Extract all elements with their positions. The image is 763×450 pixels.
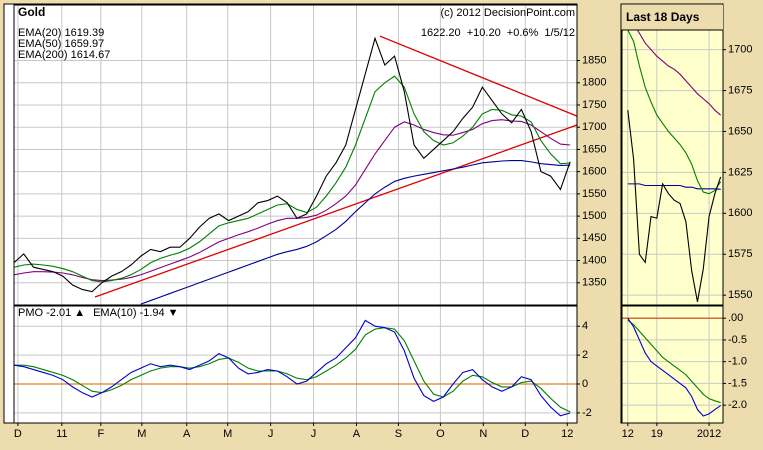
panel-border — [13, 4, 578, 306]
x-tick-label: 12 — [622, 428, 634, 440]
x-tick-label: 12 — [561, 428, 573, 440]
series-line — [14, 36, 571, 293]
x-tick-label: A — [183, 428, 191, 440]
legend-arrow: ▲ — [74, 307, 85, 319]
side-title: Last 18 Days — [626, 10, 700, 24]
chart-title: Gold — [18, 5, 45, 19]
y-tick-label: 1800 — [582, 77, 606, 89]
y-tick-label: 1550 — [728, 289, 752, 301]
y-tick-label: .00 — [728, 312, 743, 324]
series-line — [627, 30, 722, 195]
y-tick-label: 1600 — [728, 207, 752, 219]
x-tick-label: 11 — [56, 428, 67, 440]
x-tick-label: D — [521, 428, 529, 440]
y-tick-label: 1600 — [582, 166, 606, 178]
y-tick-label: 1675 — [728, 84, 752, 96]
series-line — [627, 317, 721, 417]
y-tick-label: -2.0 — [728, 399, 747, 411]
y-tick-label: 1650 — [582, 143, 606, 155]
x-tick-label: 2012 — [697, 428, 721, 440]
y-tick-label: 1550 — [582, 188, 606, 200]
x-tick-label: 19 — [651, 428, 663, 440]
y-tick-label: -1.5 — [728, 377, 747, 389]
y-tick-label: 1650 — [728, 125, 752, 137]
x-tick-label: M — [137, 428, 146, 440]
series-line — [14, 327, 571, 413]
trendline — [379, 35, 577, 117]
legend-entry: EMA(50) 1659.97 — [18, 38, 104, 50]
x-tick-label: D — [14, 428, 22, 440]
y-tick-label: 0 — [582, 378, 588, 390]
y-tick-label: -1.0 — [728, 356, 747, 368]
series-line — [627, 319, 721, 404]
series-line — [14, 75, 571, 283]
y-tick-label: 1850 — [582, 54, 606, 66]
series-line — [636, 30, 722, 116]
y-tick-label: 1700 — [728, 44, 752, 56]
y-tick-label: 1625 — [728, 166, 752, 178]
quote: 1622.20 +10.20 +0.6% 1/5/12 — [421, 27, 575, 39]
panel — [622, 30, 723, 305]
panel — [622, 306, 723, 423]
x-tick-label: A — [353, 428, 361, 440]
x-tick-label: S — [395, 428, 402, 440]
series-line — [14, 119, 571, 282]
panel-border — [621, 29, 724, 306]
y-tick-label: 2 — [582, 349, 588, 361]
y-tick-label: 1750 — [582, 99, 606, 111]
legend-entry: EMA(200) 1614.67 — [18, 49, 110, 61]
y-tick-label: 1575 — [728, 248, 752, 260]
y-tick-label: 1500 — [582, 210, 606, 222]
y-tick-label: 1700 — [582, 121, 606, 133]
y-tick-label: 1450 — [582, 232, 606, 244]
trendline — [94, 124, 577, 298]
series-line — [627, 183, 721, 190]
series-line — [627, 110, 722, 302]
panel-border — [13, 305, 578, 424]
y-tick-label: 1400 — [582, 254, 606, 266]
y-tick-label: -2 — [582, 407, 592, 419]
panel — [14, 306, 577, 423]
x-tick-label: M — [223, 428, 232, 440]
x-tick-label: F — [97, 428, 104, 440]
x-tick-label: O — [436, 428, 445, 440]
series-line — [14, 319, 571, 417]
series-line — [140, 160, 571, 305]
credit: (c) 2012 DecisionPoint.com — [440, 7, 575, 19]
y-tick-label: 1350 — [582, 277, 606, 289]
main-frame — [3, 3, 578, 424]
legend-entry: PMO -2.01 — [18, 307, 71, 319]
legend-arrow: ▼ — [168, 307, 179, 319]
y-tick-label: -0.5 — [728, 334, 747, 346]
x-tick-label: J — [311, 428, 317, 440]
y-tick-label: 4 — [582, 320, 588, 332]
panel-border — [621, 305, 724, 424]
side-header — [622, 5, 723, 30]
legend-entry: EMA(10) -1.94 — [93, 307, 165, 319]
plot-layer: 1350 1400 1450 1500 1550 1600 1650 1700 1750 1800… — [13, 4, 752, 440]
legend-entry: EMA(20) 1619.39 — [18, 27, 104, 39]
x-tick-label: J — [268, 428, 274, 440]
panel — [14, 5, 577, 305]
x-tick-label: N — [479, 428, 487, 440]
